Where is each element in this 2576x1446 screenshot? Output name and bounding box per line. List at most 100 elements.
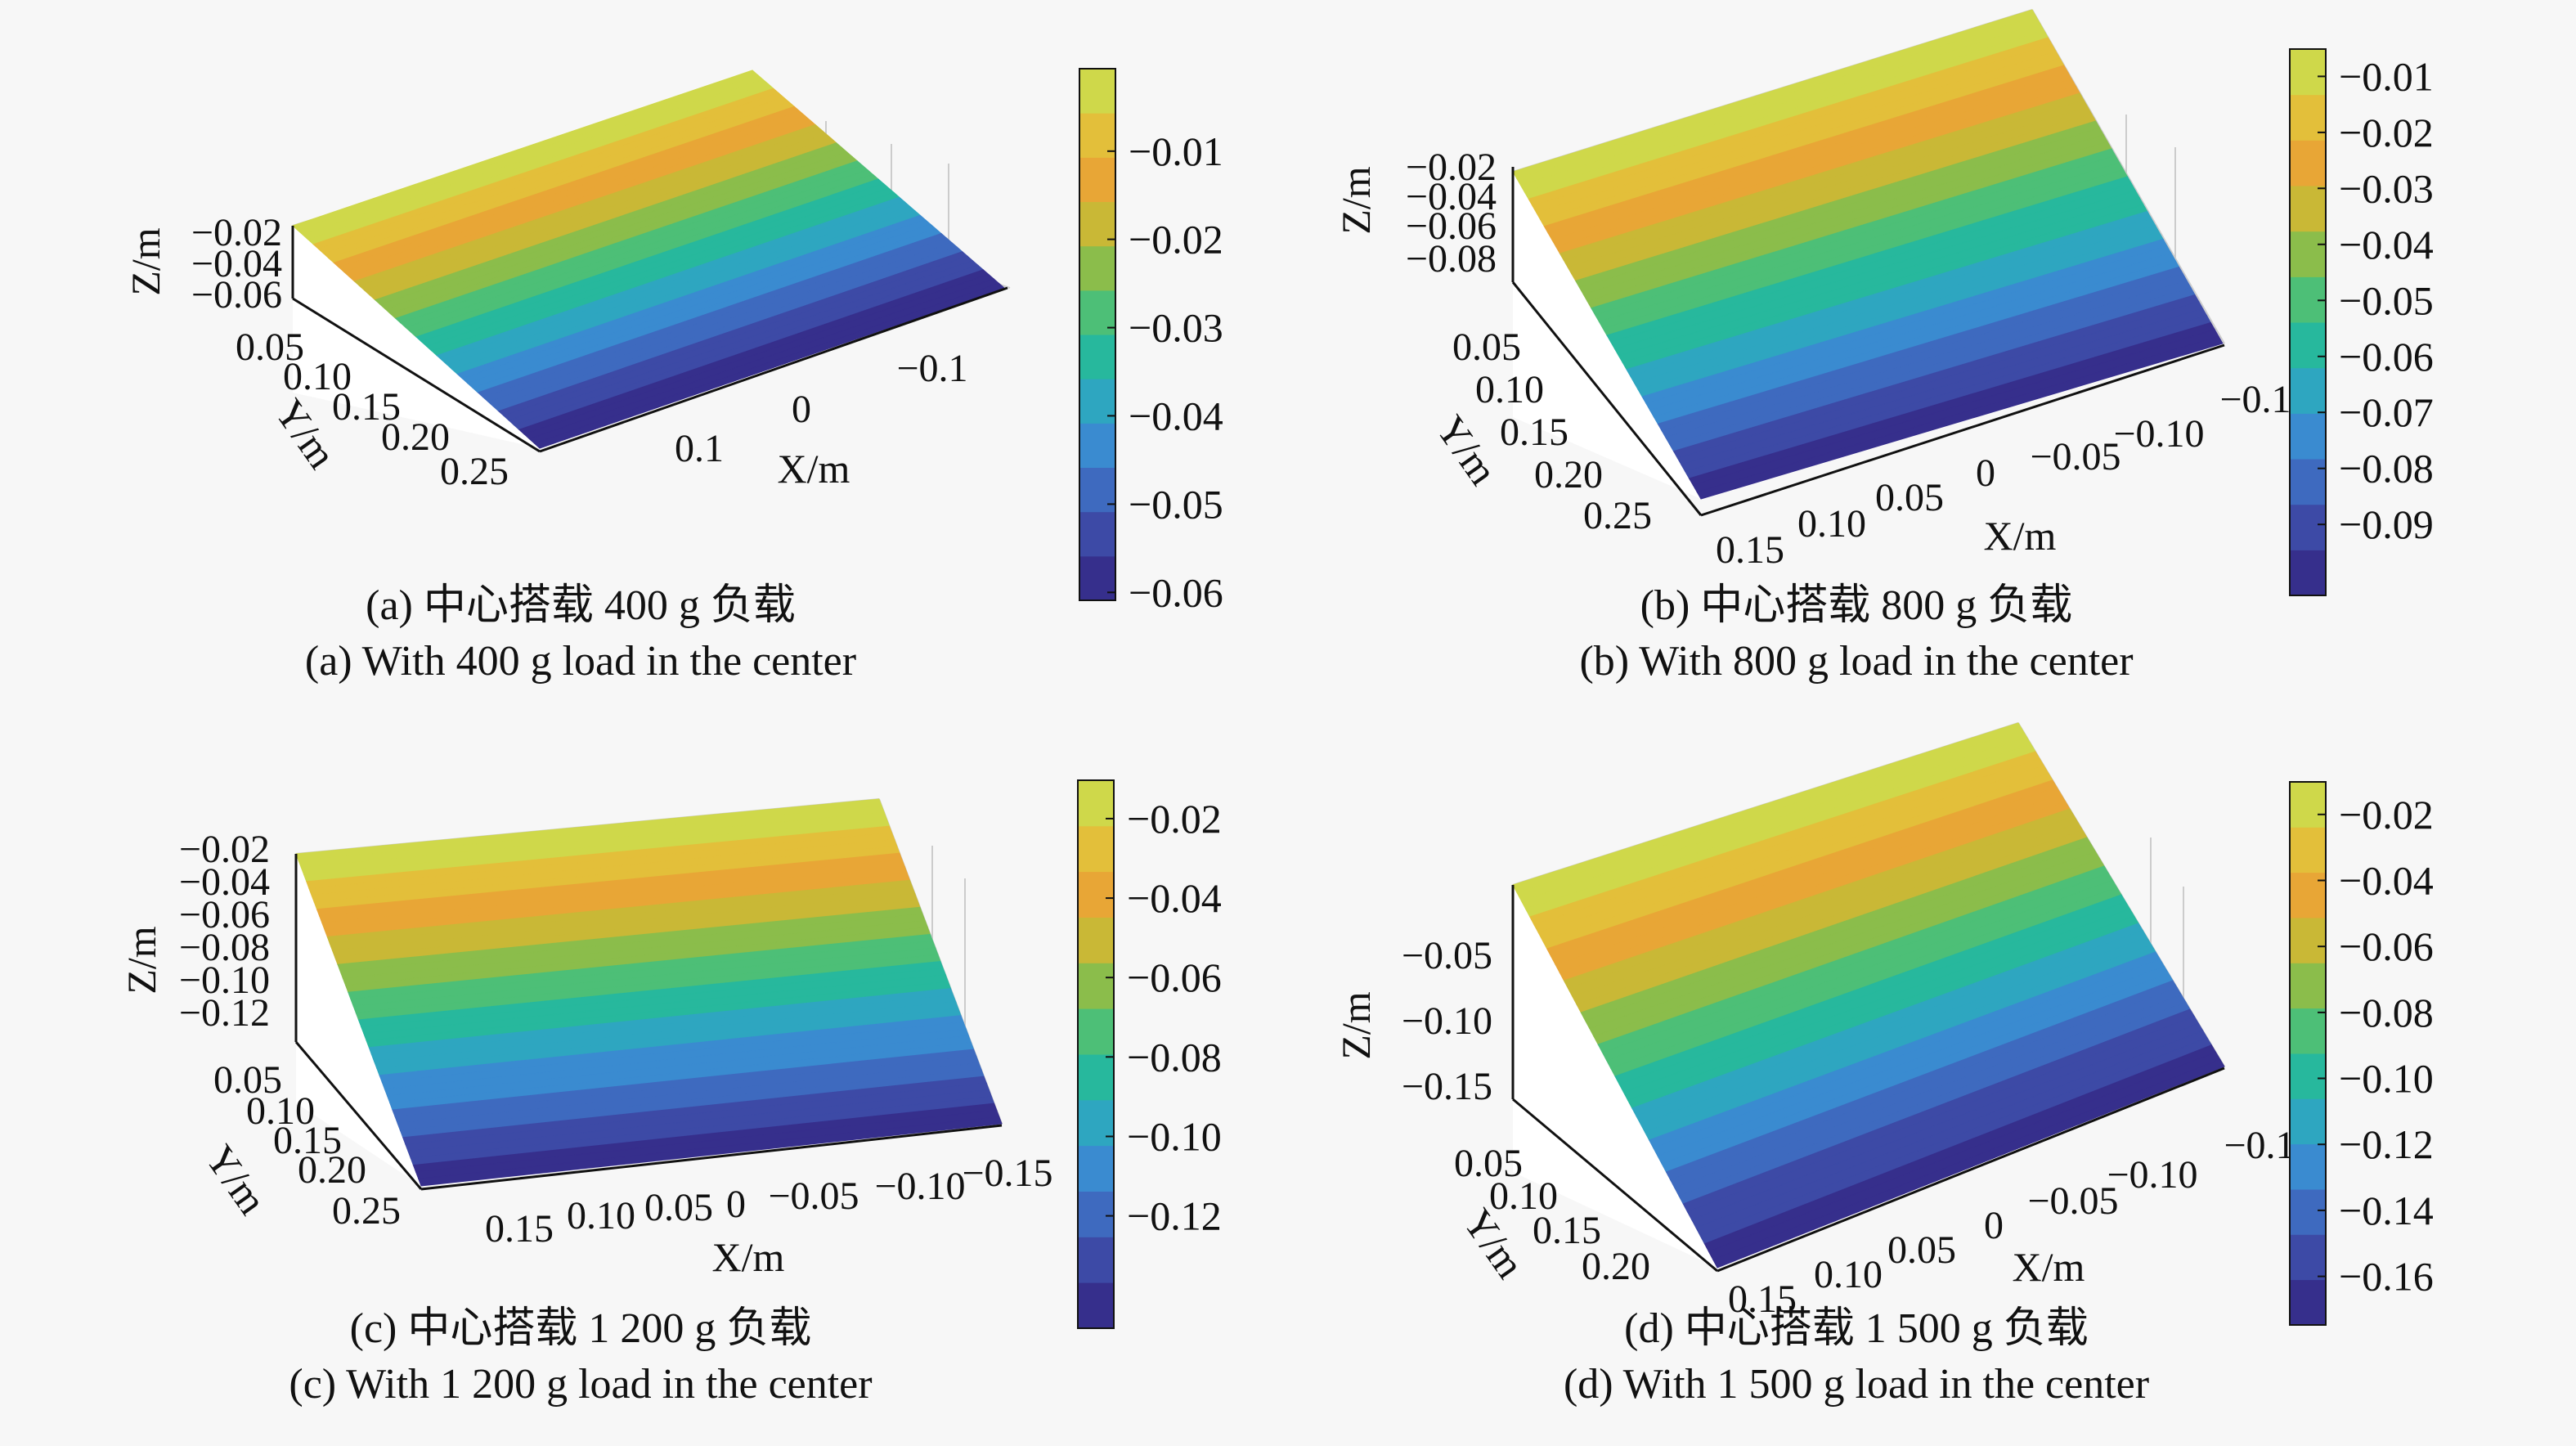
colorbar-tick-label: −0.08 [2339, 990, 2434, 1035]
colorbar-tick-label: −0.12 [2339, 1121, 2434, 1167]
x-tick: 0.05 [1875, 476, 1944, 519]
z-tick: −0.06 [191, 273, 282, 317]
axes-lines-d [1511, 885, 2225, 1273]
y-ticks-d: 0.05 0.10 0.15 0.20 [1454, 1142, 1650, 1288]
colorbar-segment [1078, 825, 1114, 873]
colorbar-segment [1078, 1054, 1114, 1101]
colorbar-segment [1078, 1282, 1114, 1329]
colorbar-tick-label: −0.02 [1127, 796, 1222, 842]
surface-c [295, 798, 1003, 1187]
z-tick: −0.04 [1406, 175, 1497, 218]
colorbar-tick-label: −0.06 [1127, 954, 1222, 1000]
colorbar-ticks-a: −0.01 −0.02 −0.03 −0.04 −0.05 −0.06 [1107, 128, 1223, 615]
colorbar-segment [1079, 335, 1115, 379]
axes-lines-a [291, 226, 1008, 453]
colorbar-segment [2290, 1008, 2326, 1054]
colorbar-segment [1078, 1191, 1114, 1237]
x-tick: 0.15 [1716, 528, 1784, 572]
colorbar-tick-label: −0.12 [1127, 1193, 1222, 1239]
y-tick: 0.20 [298, 1148, 366, 1192]
caption-english: (a) With 400 g load in the center [304, 638, 857, 685]
x-tick: 0.1 [675, 427, 724, 470]
surface-plot-c: −0.02 −0.04 −0.06 −0.08 −0.10 −0.12 Z/m … [119, 779, 1222, 1329]
colorbar-tick-label: −0.04 [2339, 222, 2434, 267]
colorbar-tick-label: −0.10 [1127, 1114, 1222, 1160]
colorbar-segment [2290, 1053, 2326, 1099]
panel-d: −0.05 −0.10 −0.15 Z/m 0.05 0.10 0.15 0.2… [1276, 722, 2551, 1446]
x-axis-label: X/m [1984, 513, 2057, 559]
colorbar-tick-label: −0.06 [2339, 334, 2434, 379]
colorbar-segment [1078, 1008, 1114, 1055]
y-tick: 0.25 [440, 450, 509, 493]
y-tick: 0.10 [1475, 368, 1544, 411]
colorbar-segment [2290, 459, 2326, 505]
z-tick: −0.04 [191, 242, 282, 285]
z-axis-label: Z/m [1333, 991, 1379, 1059]
x-ticks-a: 0.1 0 −0.1 [675, 347, 968, 470]
z-ticks-a: −0.02 −0.04 −0.06 [191, 211, 282, 317]
x-tick: −0.1 [896, 347, 967, 390]
y-tick: 0.05 [1454, 1142, 1523, 1185]
y-ticks-c: 0.05 0.10 0.15 0.20 0.25 [213, 1058, 401, 1233]
colorbar-segment [1079, 555, 1115, 601]
colorbar-segment [1079, 467, 1115, 513]
colorbar-segment [1078, 1099, 1114, 1147]
colorbar-tick-label: −0.07 [2339, 389, 2434, 435]
z-tick: −0.15 [1402, 1065, 1492, 1108]
colorbar-segment [1079, 245, 1115, 291]
surface-band [1696, 335, 2224, 500]
x-tick: −0.05 [2027, 1179, 2118, 1223]
z-tick: −0.02 [1406, 146, 1497, 189]
colorbar-frame [1079, 68, 1116, 601]
axes-lines-b [1511, 167, 2225, 517]
z-tick: −0.02 [191, 211, 282, 254]
z-tick: −0.08 [1406, 237, 1497, 281]
colorbar-segment [1078, 871, 1114, 918]
x-ticks-b: 0.15 0.10 0.05 0 −0.05 −0.10 −0.15 [1716, 378, 2311, 572]
x-tick: −0.05 [768, 1174, 859, 1218]
colorbar-tick-label: −0.09 [2339, 501, 2434, 547]
panel-b: −0.02 −0.04 −0.06 −0.08 Z/m 0.05 0.10 0.… [1276, 0, 2551, 723]
x-tick: 0.05 [1887, 1228, 1956, 1272]
colorbar-d [2289, 781, 2327, 1326]
x-tick: 0 [792, 388, 811, 431]
x-tick: 0.10 [1814, 1253, 1883, 1296]
z-tick: −0.04 [179, 860, 270, 904]
x-tick: −0.10 [874, 1165, 965, 1208]
surface-band [418, 1116, 1003, 1187]
y-tick: 0.20 [1534, 453, 1603, 496]
x-tick: 0 [726, 1183, 746, 1226]
colorbar-segment [1078, 917, 1114, 963]
caption-chinese: (d) 中心搭载 1 500 g 负载 [1624, 1305, 2089, 1352]
colorbar-tick-label: −0.08 [1127, 1034, 1222, 1080]
colorbar-segment [2290, 550, 2326, 596]
y-tick: 0.25 [332, 1189, 401, 1233]
x-tick: 0.10 [567, 1194, 635, 1237]
caption-english: (d) With 1 500 g load in the center [1563, 1361, 2150, 1408]
z-ticks-c: −0.02 −0.04 −0.06 −0.08 −0.10 −0.12 [179, 828, 270, 1035]
colorbar-segment [2290, 413, 2326, 460]
z-ticks-d: −0.05 −0.10 −0.15 [1402, 934, 1492, 1108]
colorbar-tick-label: −0.10 [2339, 1056, 2434, 1102]
colorbar-segment [1078, 963, 1114, 1009]
caption-chinese: (a) 中心搭载 400 g 负载 [366, 582, 796, 629]
colorbar-segment [2290, 1143, 2326, 1190]
colorbar-segment [2290, 140, 2326, 186]
colorbar-segment [2290, 186, 2326, 232]
z-tick: −0.08 [179, 926, 270, 969]
z-tick: −0.10 [1402, 999, 1492, 1043]
z-tick: −0.10 [179, 959, 270, 1002]
surface-plot-d: −0.05 −0.10 −0.15 Z/m 0.05 0.10 0.15 0.2… [1333, 722, 2434, 1326]
surface-d [1512, 722, 2225, 1269]
colorbar-segment [2290, 1098, 2326, 1145]
x-tick: 0 [1984, 1204, 2004, 1247]
colorbar-tick-label: −0.05 [2339, 277, 2434, 323]
colorbar-segment [1079, 423, 1115, 468]
colorbar-frame [2289, 48, 2327, 596]
caption-english: (c) With 1 200 g load in the center [289, 1361, 873, 1408]
y-tick: 0.05 [213, 1058, 282, 1102]
colorbar-tick-label: −0.16 [2339, 1254, 2434, 1300]
colorbar-segment [2290, 94, 2326, 141]
colorbar-segment [2290, 322, 2326, 369]
colorbar-segment [1079, 511, 1115, 557]
